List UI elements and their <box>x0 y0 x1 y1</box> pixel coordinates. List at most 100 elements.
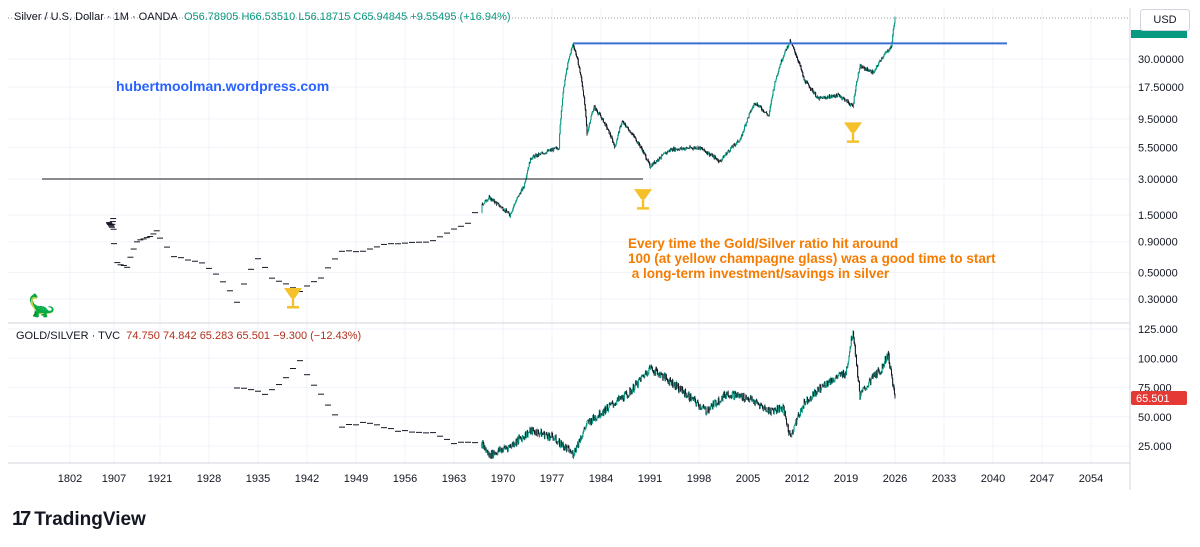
candle-body <box>689 146 691 148</box>
candle-body <box>496 452 498 454</box>
candle-body <box>743 393 745 401</box>
candle-body <box>636 140 638 142</box>
candle-body <box>641 149 643 152</box>
currency-button[interactable]: USD <box>1140 9 1190 31</box>
candle-body <box>763 407 765 410</box>
candle-body <box>498 203 500 206</box>
candle-body <box>808 85 810 88</box>
candle-body <box>717 397 719 405</box>
y-tick-label: 100.000 <box>1138 353 1178 365</box>
candle-body <box>525 179 527 182</box>
candle-body <box>746 398 748 400</box>
candle-body <box>818 388 820 392</box>
candle-body <box>739 394 741 398</box>
candle-body <box>669 377 671 385</box>
dinosaur-icon[interactable]: 🦕 <box>28 293 56 318</box>
candle-body <box>555 147 557 148</box>
candle-body <box>561 105 563 111</box>
candle-body <box>776 405 778 413</box>
candle-body <box>806 81 808 83</box>
candle-body <box>804 80 806 81</box>
candle-body <box>834 96 836 98</box>
candle-body <box>686 396 688 397</box>
candle-body <box>890 45 892 49</box>
candle-body <box>827 384 829 386</box>
candle-body <box>550 149 552 151</box>
candle-body <box>562 442 564 445</box>
candle-body <box>688 148 689 149</box>
candle-body <box>537 429 539 431</box>
candle-body <box>605 410 607 413</box>
candle-body <box>882 364 884 368</box>
candle-body <box>877 65 879 66</box>
candle-body <box>513 204 515 207</box>
tradingview-brand[interactable]: 17 TradingView <box>12 508 146 531</box>
candle-body <box>865 68 867 70</box>
candle-body <box>557 442 559 445</box>
candle-body <box>767 114 769 116</box>
candle-body <box>865 69 867 71</box>
candle-body <box>650 167 652 168</box>
candle-body <box>846 99 848 101</box>
candle-body <box>724 391 726 398</box>
candle-body <box>519 193 521 194</box>
candle-body <box>555 435 556 437</box>
candle-body <box>721 396 723 401</box>
glass-markers <box>284 122 862 309</box>
candle-body <box>738 141 740 143</box>
candle-body <box>686 396 688 397</box>
candle-body <box>816 392 818 394</box>
candle-body <box>613 404 615 406</box>
x-tick-label: 2054 <box>1079 473 1103 485</box>
candle-body <box>520 438 522 439</box>
candle-body <box>517 196 519 198</box>
candle-body <box>742 399 744 401</box>
candle-body <box>625 391 627 393</box>
candle-body <box>664 373 666 381</box>
candle-body <box>585 116 587 125</box>
candle-body <box>647 373 649 375</box>
candle-body <box>885 356 887 363</box>
candle-body <box>556 148 558 150</box>
candle-body <box>789 431 791 434</box>
candle-body <box>673 383 675 387</box>
candle-body <box>518 435 520 438</box>
candle-body <box>655 367 657 370</box>
candle-body <box>631 133 633 135</box>
candle-body <box>798 61 800 63</box>
candle-body <box>820 388 822 393</box>
candle-body <box>636 141 638 143</box>
candle-body <box>769 106 771 111</box>
x-tick-label: 1984 <box>589 473 613 485</box>
candle-body <box>596 110 598 112</box>
candle-body <box>527 431 528 437</box>
candle-body <box>576 54 577 57</box>
candle-body <box>523 437 525 438</box>
candle-body <box>619 125 621 128</box>
candle-body <box>752 399 754 401</box>
candle-body <box>576 445 577 452</box>
candle-body <box>492 199 494 201</box>
candle-body <box>845 99 847 101</box>
candle-body <box>681 147 683 149</box>
candle-body <box>624 123 626 125</box>
candle-body <box>622 121 624 122</box>
candle-body <box>530 428 532 434</box>
candle-body <box>497 203 499 204</box>
candle-body <box>795 419 797 424</box>
candle-body <box>575 451 577 452</box>
candle-body <box>647 159 649 162</box>
candle-body <box>481 442 483 448</box>
candle-body <box>850 104 852 106</box>
candle-body <box>522 187 524 188</box>
candle-body <box>748 400 750 402</box>
candle-body <box>734 144 736 146</box>
candle-body <box>499 447 501 452</box>
candle-body <box>706 413 708 415</box>
candle-body <box>595 419 597 421</box>
candle-body <box>788 431 790 435</box>
candle-body <box>583 95 585 98</box>
candle-body <box>705 407 707 414</box>
candle-body <box>758 105 759 107</box>
